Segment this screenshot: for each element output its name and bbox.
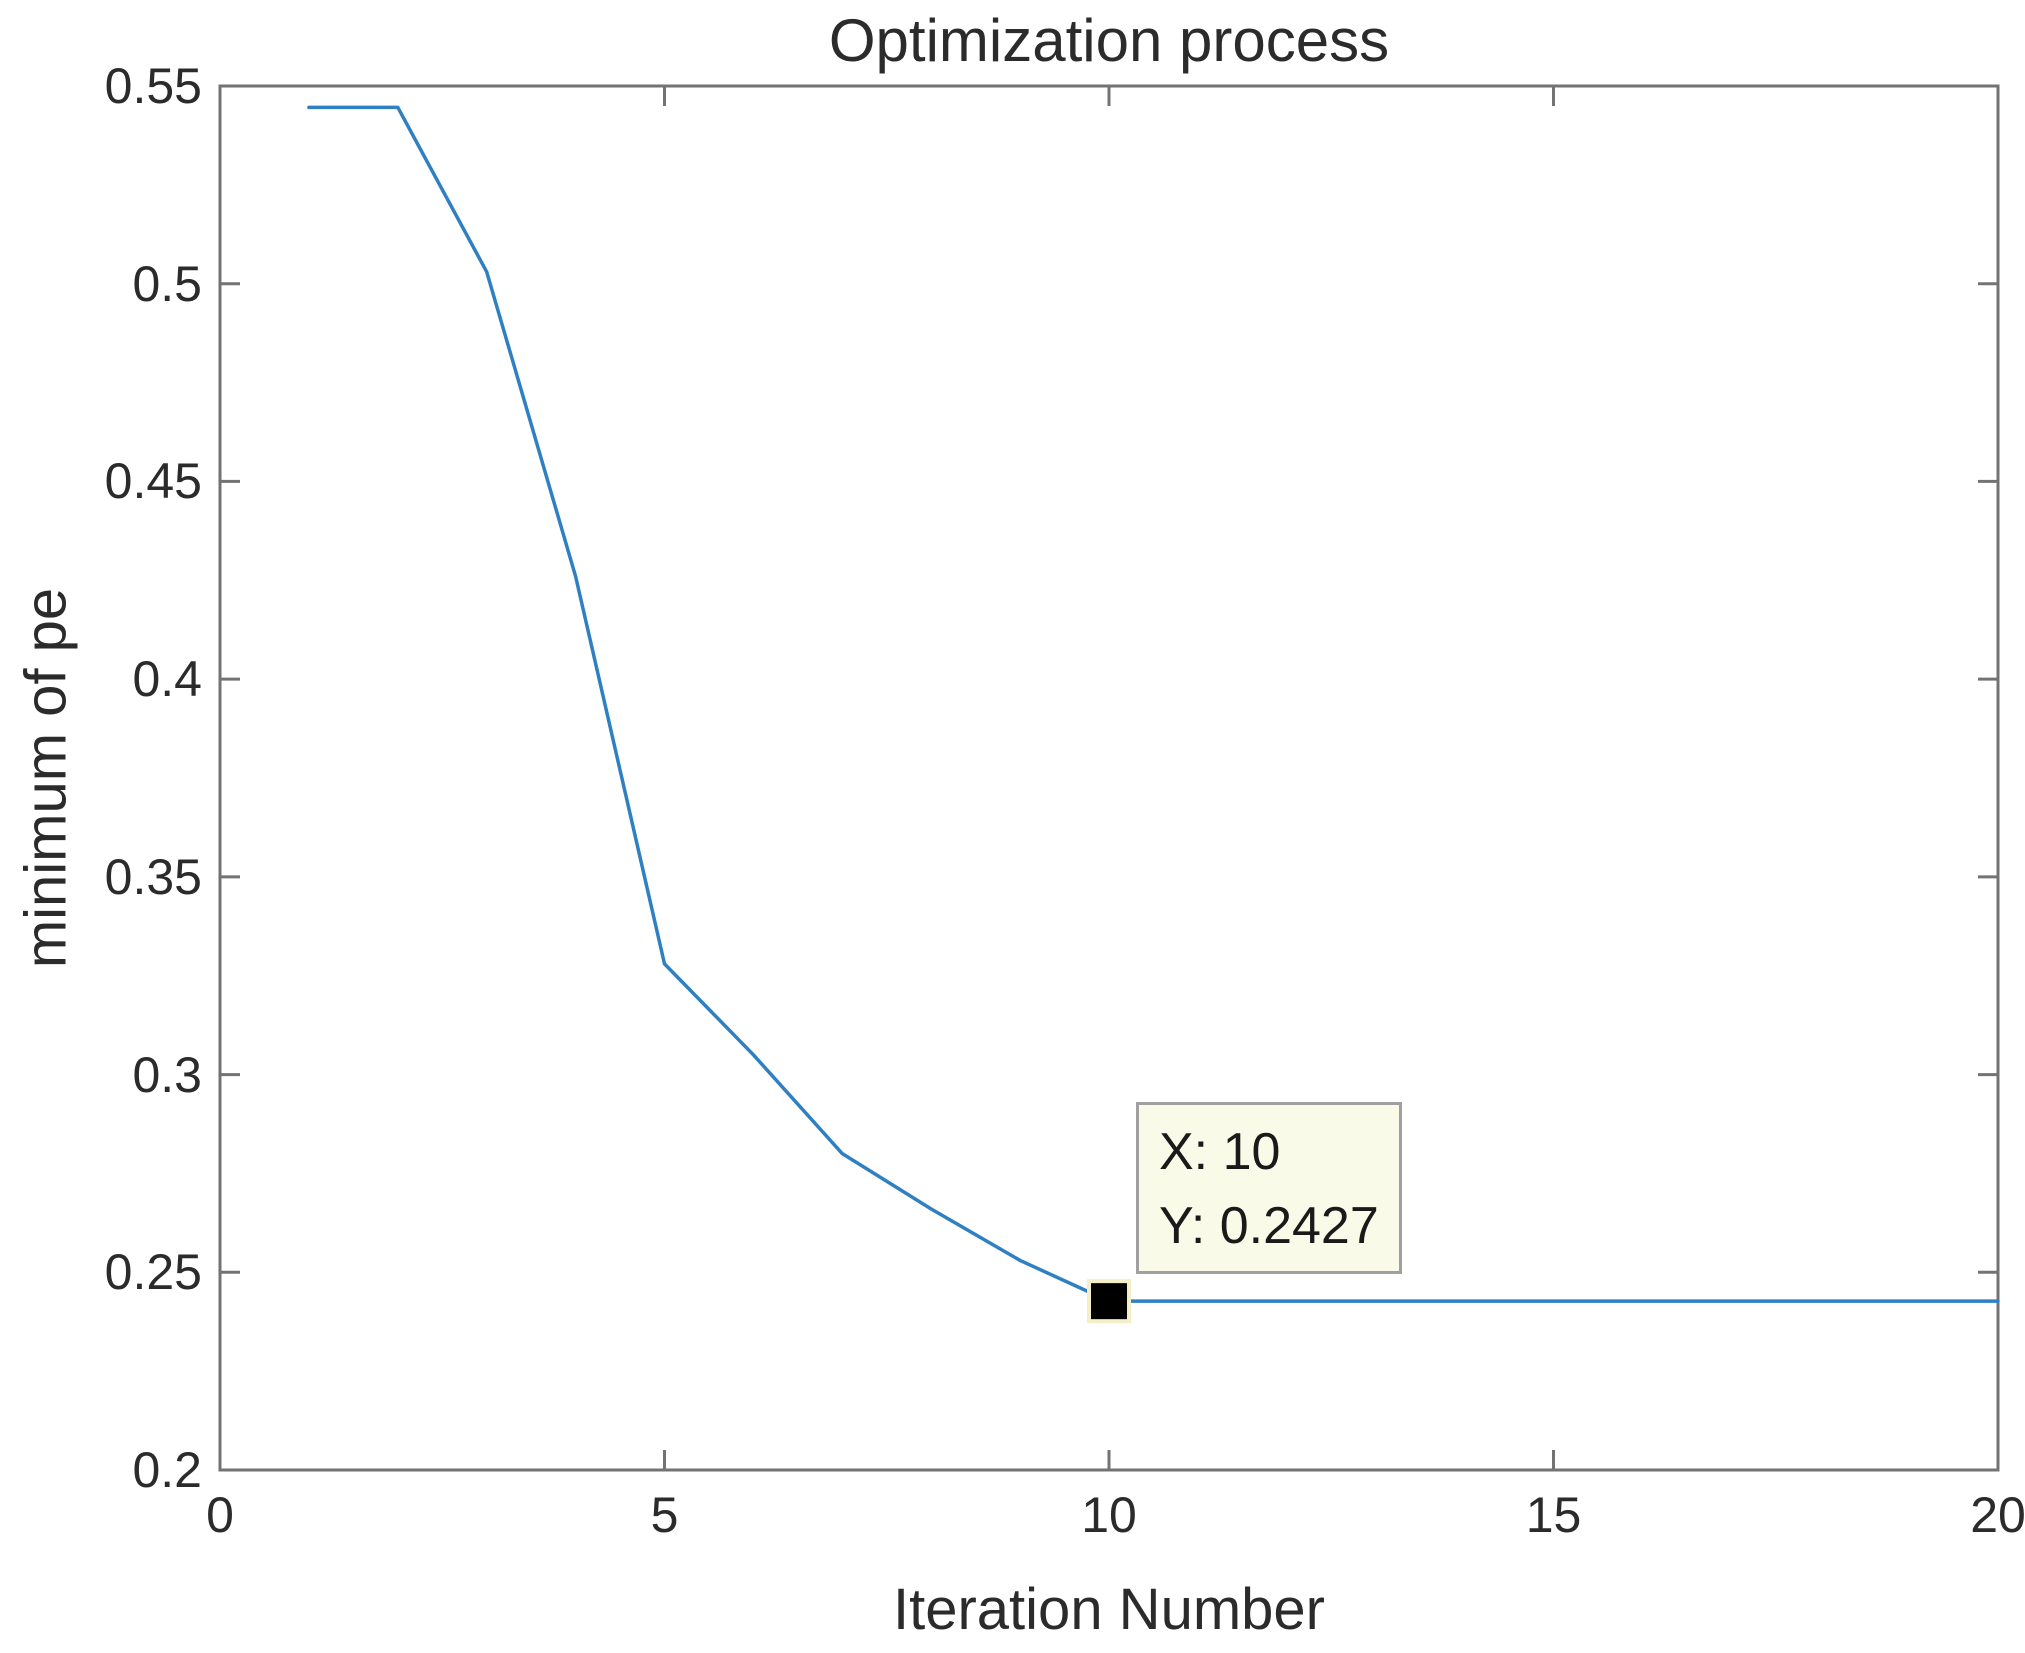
x-axis-label: Iteration Number (893, 1577, 1325, 1642)
y-tick-label: 0.25 (104, 1244, 202, 1301)
x-tick-label: 10 (1081, 1487, 1137, 1543)
y-tick-label: 0.2 (132, 1442, 202, 1498)
x-tick-label: 20 (1970, 1487, 2025, 1543)
y-tick-label: 0.45 (104, 453, 202, 510)
data-point-marker[interactable] (1087, 1279, 1131, 1324)
x-tick-label: 0 (206, 1487, 234, 1543)
y-axis-label: minimum of pe (13, 587, 79, 969)
axes-box (218, 84, 2000, 1472)
datatip-y-value: Y: 0.2427 (1159, 1197, 1379, 1256)
chart-title: Optimization process (828, 7, 1390, 74)
datatip-x-value: X: 10 (1159, 1123, 1281, 1182)
x-tick-label: 5 (650, 1487, 679, 1543)
data-line[interactable] (307, 105, 2000, 1303)
y-tick-label: 0.3 (132, 1046, 202, 1103)
x-tick-label: 15 (1525, 1487, 1582, 1543)
datatip[interactable]: X: 10 Y: 0.2427 (1136, 1102, 1402, 1275)
y-tick-label: 0.4 (132, 651, 202, 708)
y-tick-label: 0.35 (104, 848, 202, 905)
y-tick-label: 0.5 (132, 255, 202, 312)
y-tick-label: 0.55 (104, 58, 202, 114)
